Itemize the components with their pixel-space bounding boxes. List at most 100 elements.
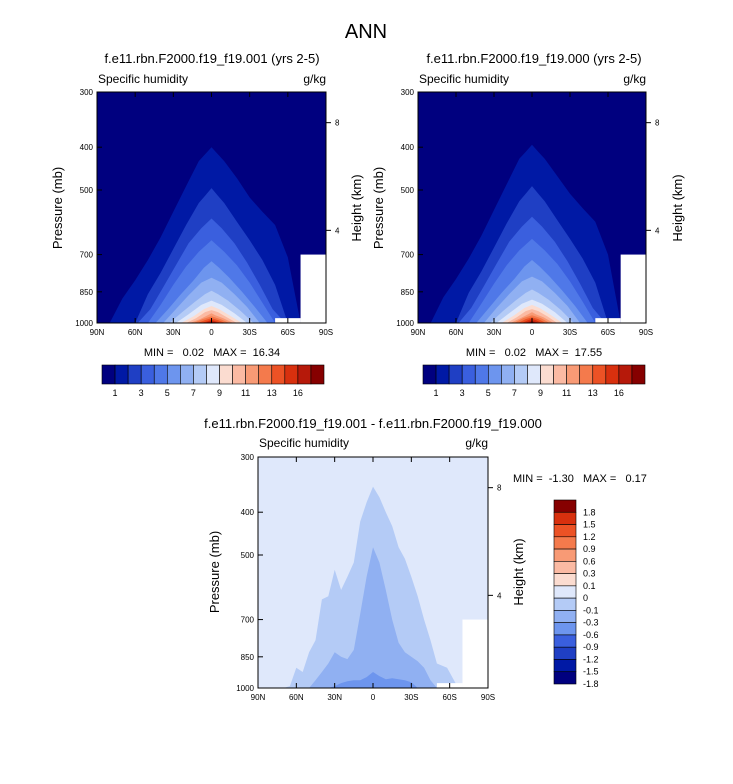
y-tick-label: 400 xyxy=(401,143,415,152)
colorbar-tick-label: 1.2 xyxy=(583,532,596,542)
x-tick-label: 90N xyxy=(90,328,105,337)
colorbar-swatch xyxy=(553,585,577,599)
y-tick-label: 1000 xyxy=(396,319,414,328)
colorbar-tick-label: 1 xyxy=(113,388,118,398)
right-tick-label: 8 xyxy=(497,484,502,493)
x-tick-label: 60S xyxy=(281,328,295,337)
colorbar-swatch xyxy=(553,561,577,574)
colorbar-swatch xyxy=(422,364,437,385)
field-label: Specific humidity xyxy=(259,436,349,450)
y-tick-label: 850 xyxy=(80,288,94,297)
y-tick-label: 500 xyxy=(401,186,415,195)
y-tick-label: 850 xyxy=(241,653,255,662)
x-tick-label: 90N xyxy=(251,693,266,702)
colorbar-tick-label: 5 xyxy=(165,388,170,398)
colorbar-tick-label: -0.9 xyxy=(583,642,599,652)
y-tick-label: 300 xyxy=(241,453,255,462)
y-tick-label: 850 xyxy=(401,288,415,297)
colorbar-tick-label: 13 xyxy=(267,388,277,398)
colorbar-tick-label: 0.6 xyxy=(583,556,596,566)
colorbar-swatch xyxy=(540,364,554,385)
x-tick-label: 30N xyxy=(327,693,342,702)
units-label: g/kg xyxy=(623,72,646,86)
colorbar-swatch xyxy=(461,364,476,385)
units-label: g/kg xyxy=(303,72,326,86)
colorbar-tick-label: 9 xyxy=(217,388,222,398)
colorbar-swatch xyxy=(219,364,233,385)
x-tick-label: 90S xyxy=(319,328,333,337)
colorbar: 1.8 1.5 1.2 0.9 0.6 0.3 0.1 0 -0.1 -0.3 -0.6 -0.9 -1… xyxy=(553,499,599,689)
y-tick-label: 300 xyxy=(401,88,415,97)
colorbar-swatch xyxy=(514,364,528,385)
min-max-stats: MIN = 0.02 MAX = 16.34 xyxy=(144,347,280,359)
field-label: Specific humidity xyxy=(98,72,188,86)
colorbar-tick-label: 0 xyxy=(583,593,588,603)
colorbar-tick-label: 0.1 xyxy=(583,581,596,591)
colorbar-swatch xyxy=(553,597,577,611)
x-tick-label: 60S xyxy=(443,693,457,702)
right-tick-label: 4 xyxy=(497,591,502,600)
colorbar-tick-label: 3 xyxy=(139,388,144,398)
right-tick-label: 8 xyxy=(335,119,340,128)
missing-data-region xyxy=(300,254,326,323)
colorbar-swatch xyxy=(114,364,129,385)
y-tick-label: 400 xyxy=(241,508,255,517)
y-axis-label: Pressure (mb) xyxy=(207,531,222,613)
colorbar-swatch xyxy=(553,646,577,660)
colorbar-swatch xyxy=(474,364,489,385)
colorbar-swatch xyxy=(140,364,155,385)
min-max-stats: MIN = 0.02 MAX = 17.55 xyxy=(466,347,602,359)
panel-title: f.e11.rbn.F2000.f19_f19.001 - f.e11.rbn.… xyxy=(204,416,542,431)
right-axis-label: Height (km) xyxy=(511,538,526,605)
colorbar-swatch xyxy=(127,364,142,385)
colorbar-swatch xyxy=(448,364,463,385)
contour-plot: 90N 60N 30N 0 30S 60S 90S 300 400 500 700 850 1000 8 4 xyxy=(396,88,660,337)
x-tick-label: 60S xyxy=(601,328,615,337)
colorbar-tick-label: 5 xyxy=(486,388,491,398)
colorbar-swatch xyxy=(553,634,577,648)
colorbar-swatch xyxy=(553,364,567,385)
missing-data-region xyxy=(620,254,646,323)
colorbar-tick-label: 7 xyxy=(191,388,196,398)
panel-2: f.e11.rbn.F2000.f19_f19.000 (yrs 2-5) Sp… xyxy=(371,51,685,398)
colorbar-swatch xyxy=(527,364,541,385)
colorbar-swatch xyxy=(553,610,577,623)
colorbar-tick-label: 16 xyxy=(614,388,624,398)
colorbar-swatch xyxy=(166,364,181,385)
y-axis-label: Pressure (mb) xyxy=(50,167,65,249)
colorbar-tick-label: 1 xyxy=(434,388,439,398)
colorbar-tick-label: 16 xyxy=(293,388,303,398)
colorbar-tick-label: -1.5 xyxy=(583,667,599,677)
colorbar-tick-label: 0.9 xyxy=(583,544,596,554)
x-tick-label: 30N xyxy=(166,328,181,337)
x-tick-label: 90S xyxy=(639,328,653,337)
colorbar-swatch xyxy=(245,364,260,385)
panel-title: f.e11.rbn.F2000.f19_f19.000 (yrs 2-5) xyxy=(426,51,641,66)
y-tick-label: 700 xyxy=(80,251,94,260)
colorbar: 1 3 5 7 9 11 13 16 xyxy=(422,364,646,398)
contour-fill xyxy=(328,672,418,688)
colorbar-swatch xyxy=(618,364,633,385)
contour-fill xyxy=(309,547,437,688)
units-label: g/kg xyxy=(465,436,488,450)
colorbar: 1 3 5 7 9 11 13 16 xyxy=(101,364,325,398)
colorbar-swatch xyxy=(631,364,646,385)
colorbar-tick-label: 9 xyxy=(538,388,543,398)
colorbar-tick-label: 3 xyxy=(460,388,465,398)
colorbar-tick-label: 7 xyxy=(512,388,517,398)
colorbar-swatch xyxy=(553,659,577,673)
colorbar-tick-label: -0.3 xyxy=(583,618,599,628)
colorbar-swatch xyxy=(553,622,577,636)
colorbar-tick-label: 11 xyxy=(562,388,571,398)
colorbar-tick-label: 13 xyxy=(588,388,598,398)
y-tick-label: 500 xyxy=(80,186,94,195)
right-tick-label: 8 xyxy=(655,119,660,128)
x-tick-label: 30S xyxy=(563,328,577,337)
x-tick-label: 90S xyxy=(481,693,495,702)
right-axis-label: Height (km) xyxy=(349,174,364,241)
x-tick-label: 0 xyxy=(371,693,376,702)
x-tick-label: 0 xyxy=(530,328,535,337)
colorbar-swatch xyxy=(605,364,620,385)
colorbar-tick-label: 1.8 xyxy=(583,507,596,517)
colorbar-tick-label: -0.1 xyxy=(583,605,599,615)
